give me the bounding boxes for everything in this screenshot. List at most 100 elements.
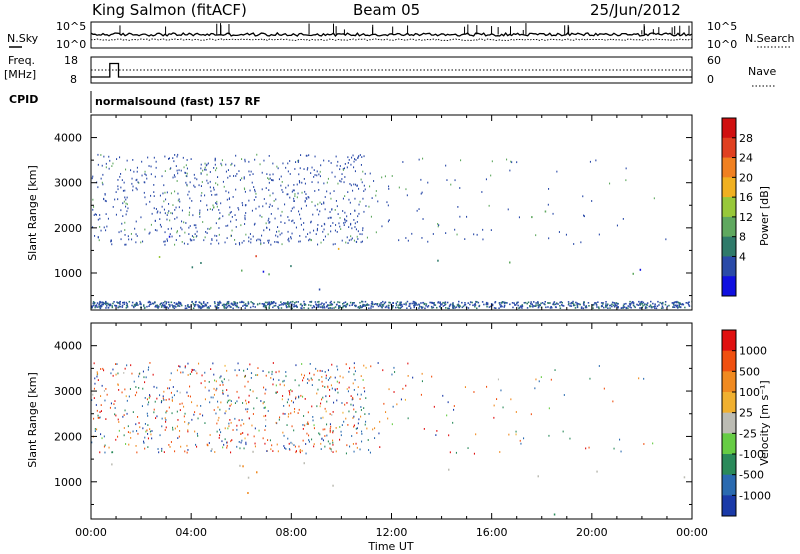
power-cell [646, 302, 649, 304]
power-cell [439, 302, 441, 304]
power-cell [457, 305, 460, 307]
power-cell [327, 217, 329, 220]
velocity-cell [204, 380, 206, 382]
power-cell [495, 307, 497, 309]
power-cell [261, 188, 263, 191]
velocity-cell [179, 409, 181, 411]
power-cell [230, 164, 232, 166]
power-cell [512, 306, 514, 309]
power-cell [321, 203, 323, 205]
power-cell [109, 304, 111, 307]
velocity-cell [229, 404, 231, 407]
power-scale-tick-label: 24 [739, 152, 753, 165]
velocity-cell [97, 372, 99, 375]
power-cell [616, 305, 618, 307]
velocity-cell [321, 398, 323, 401]
power-cell [131, 304, 133, 307]
power-cell [154, 305, 156, 308]
power-cell [354, 226, 356, 228]
velocity-cell [316, 392, 318, 395]
power-cell [265, 222, 267, 225]
velocity-cell [219, 376, 221, 379]
power-cell [269, 203, 271, 206]
velocity-cell [353, 424, 355, 427]
power-cell [105, 229, 107, 232]
power-cell [256, 153, 258, 156]
power-cell [347, 191, 349, 193]
power-cell [370, 303, 373, 305]
velocity-cell [493, 416, 495, 419]
velocity-cell [170, 372, 172, 375]
power-cell [418, 304, 421, 306]
power-cell [227, 169, 229, 171]
velocity-cell [643, 443, 645, 445]
velocity-cell [353, 373, 355, 376]
power-cell [432, 233, 434, 235]
power-cell [342, 197, 344, 200]
velocity-cell [187, 429, 189, 431]
power-cell [235, 154, 237, 157]
power-cell [646, 306, 648, 309]
power-cell [126, 203, 128, 206]
velocity-cell [143, 376, 145, 379]
velocity-cell [467, 447, 469, 449]
power-cell [170, 301, 173, 304]
velocity-cell [554, 369, 556, 371]
velocity-cell [311, 384, 313, 386]
power-cell [151, 302, 154, 305]
power-cell [286, 193, 288, 196]
velocity-cell [230, 451, 232, 454]
power-cell [230, 211, 232, 213]
velocity-cell [320, 448, 322, 450]
power-cell [296, 183, 298, 186]
power-cell [162, 304, 164, 306]
velocity-cell [109, 406, 111, 409]
power-cell [311, 166, 313, 169]
power-cell [319, 175, 321, 178]
power-cell [250, 170, 252, 173]
station-title: King Salmon (fitACF) [92, 1, 247, 19]
velocity-cell [142, 387, 144, 390]
power-cell [387, 306, 389, 309]
velocity-cell [165, 411, 167, 414]
power-cell [516, 301, 518, 304]
power-cell [452, 304, 454, 306]
power-cell [486, 303, 489, 306]
power-cell [330, 303, 333, 305]
power-cell [486, 302, 489, 304]
noise-panel-frame [90, 21, 693, 49]
velocity-cell [144, 436, 146, 439]
power-cell [588, 305, 590, 307]
velocity-cell [331, 414, 333, 416]
velocity-scale-tick-label: 25 [739, 407, 753, 420]
power-cell [164, 155, 166, 158]
velocity-cell [396, 403, 398, 406]
velocity-cell [124, 388, 126, 391]
power-cell [352, 189, 354, 192]
power-cell [330, 162, 332, 164]
velocity-cell [236, 374, 238, 377]
power-cell [547, 302, 550, 304]
velocity-cell [184, 450, 186, 453]
power-cell [292, 189, 294, 192]
power-cell [241, 300, 243, 303]
power-cell [278, 230, 280, 233]
power-cell [387, 204, 389, 207]
power-cell [225, 225, 227, 227]
power-cell [507, 208, 509, 211]
velocity-cell [407, 417, 409, 420]
power-cell [464, 303, 467, 306]
velocity-cell [215, 412, 217, 415]
power-cell [337, 301, 339, 303]
velocity-cell [308, 440, 310, 443]
velocity-cell [392, 405, 394, 408]
power-cell [298, 240, 300, 243]
power-cell [186, 159, 188, 161]
velocity-scale-swatch [722, 371, 736, 393]
power-cell [654, 305, 656, 307]
velocity-cell [421, 380, 423, 383]
power-cell [282, 191, 284, 193]
power-cell [655, 307, 658, 310]
power-cell [226, 303, 228, 305]
power-cell [442, 301, 444, 304]
